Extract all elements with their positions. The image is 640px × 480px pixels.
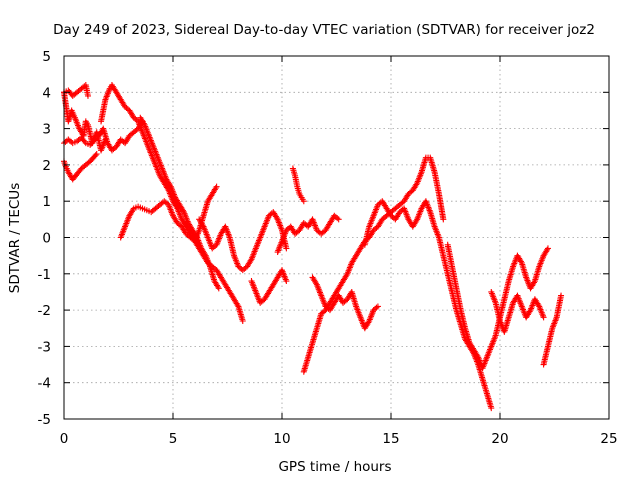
x-tick-label: 20 <box>491 431 508 447</box>
y-tick-label: 5 <box>42 49 51 65</box>
y-tick-label: -5 <box>38 412 51 428</box>
data-point <box>540 314 547 321</box>
chart-title: Day 249 of 2023, Sidereal Day-to-day VTE… <box>53 22 595 38</box>
data-points <box>61 82 565 412</box>
y-tick-label: -3 <box>38 339 51 355</box>
grid-lines <box>64 56 609 419</box>
x-axis-label: GPS time / hours <box>278 459 391 475</box>
axis-ticks <box>63 55 610 420</box>
y-tick-label: -1 <box>38 267 51 283</box>
data-point <box>84 92 91 99</box>
data-point <box>335 216 342 223</box>
data-point <box>215 285 222 292</box>
x-tick-label: 0 <box>60 431 69 447</box>
y-tick-label: 0 <box>42 231 51 247</box>
y-tick-label: 1 <box>42 194 51 210</box>
data-point <box>374 303 381 310</box>
x-tick-label: 15 <box>382 431 399 447</box>
y-axis-label: SDTVAR / TECUs <box>7 183 23 293</box>
data-point <box>93 151 100 158</box>
y-tick-label: 2 <box>42 158 51 174</box>
data-point-fill <box>92 152 99 159</box>
x-tick-label: 5 <box>169 431 178 447</box>
y-tick-label: -2 <box>38 303 51 319</box>
data-point <box>283 245 290 252</box>
data-point <box>283 278 290 285</box>
data-point-fill <box>81 138 88 145</box>
x-tick-labels: 0 5 10 15 20 25 <box>60 431 618 447</box>
data-point <box>544 245 551 252</box>
y-tick-label: 3 <box>42 122 51 138</box>
data-point <box>213 183 220 190</box>
x-tick-label: 10 <box>273 431 290 447</box>
data-point <box>239 317 246 324</box>
data-point <box>300 198 307 205</box>
y-tick-label: -4 <box>38 376 51 392</box>
data-point <box>488 405 495 412</box>
y-tick-labels: -5 -4 -3 -2 -1 0 1 2 3 4 5 <box>38 49 51 428</box>
data-point <box>558 292 565 299</box>
y-tick-label: 4 <box>42 85 51 101</box>
x-tick-label: 25 <box>600 431 617 447</box>
data-point <box>440 216 447 223</box>
